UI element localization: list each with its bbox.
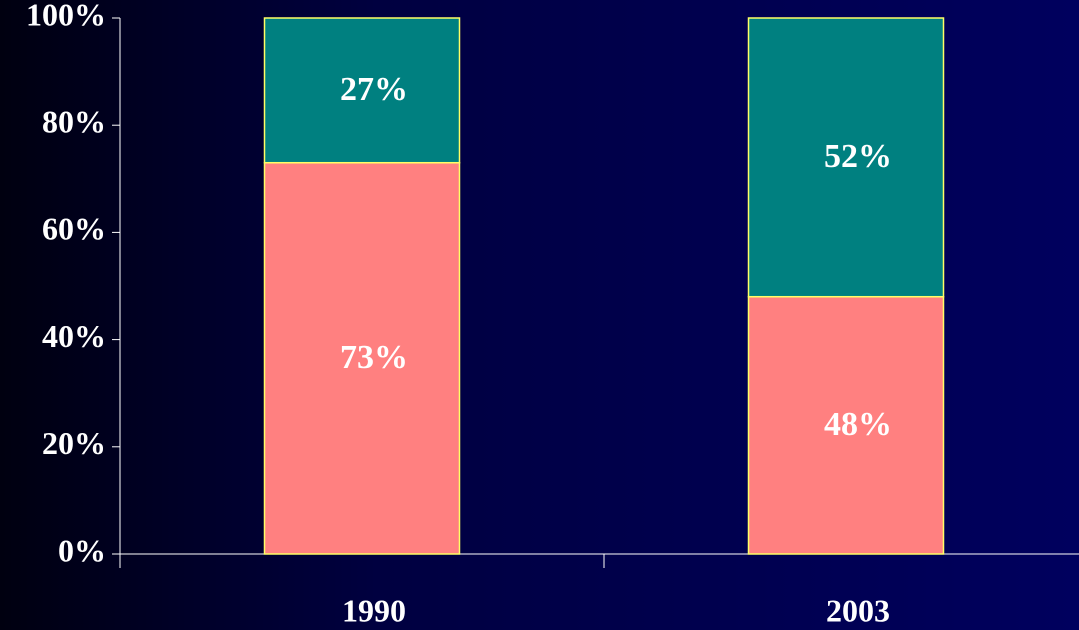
y-tick-label: 0% (58, 532, 106, 568)
value-label: 52% (824, 138, 892, 175)
y-tick-label: 60% (42, 211, 106, 247)
y-tick-label: 100% (26, 0, 106, 32)
value-label: 48% (824, 406, 892, 443)
bar-segment (263, 17, 461, 164)
y-tick-label: 80% (42, 104, 106, 140)
bar-segment (747, 295, 945, 555)
y-tick-label: 20% (42, 425, 106, 461)
x-tick-label: 1990 (342, 592, 406, 628)
value-label: 27% (340, 71, 408, 108)
value-label: 73% (340, 339, 408, 376)
bar-segment (747, 17, 945, 298)
y-tick-label: 40% (42, 318, 106, 354)
x-tick-label: 2003 (826, 592, 890, 628)
bar-segment (263, 161, 461, 555)
